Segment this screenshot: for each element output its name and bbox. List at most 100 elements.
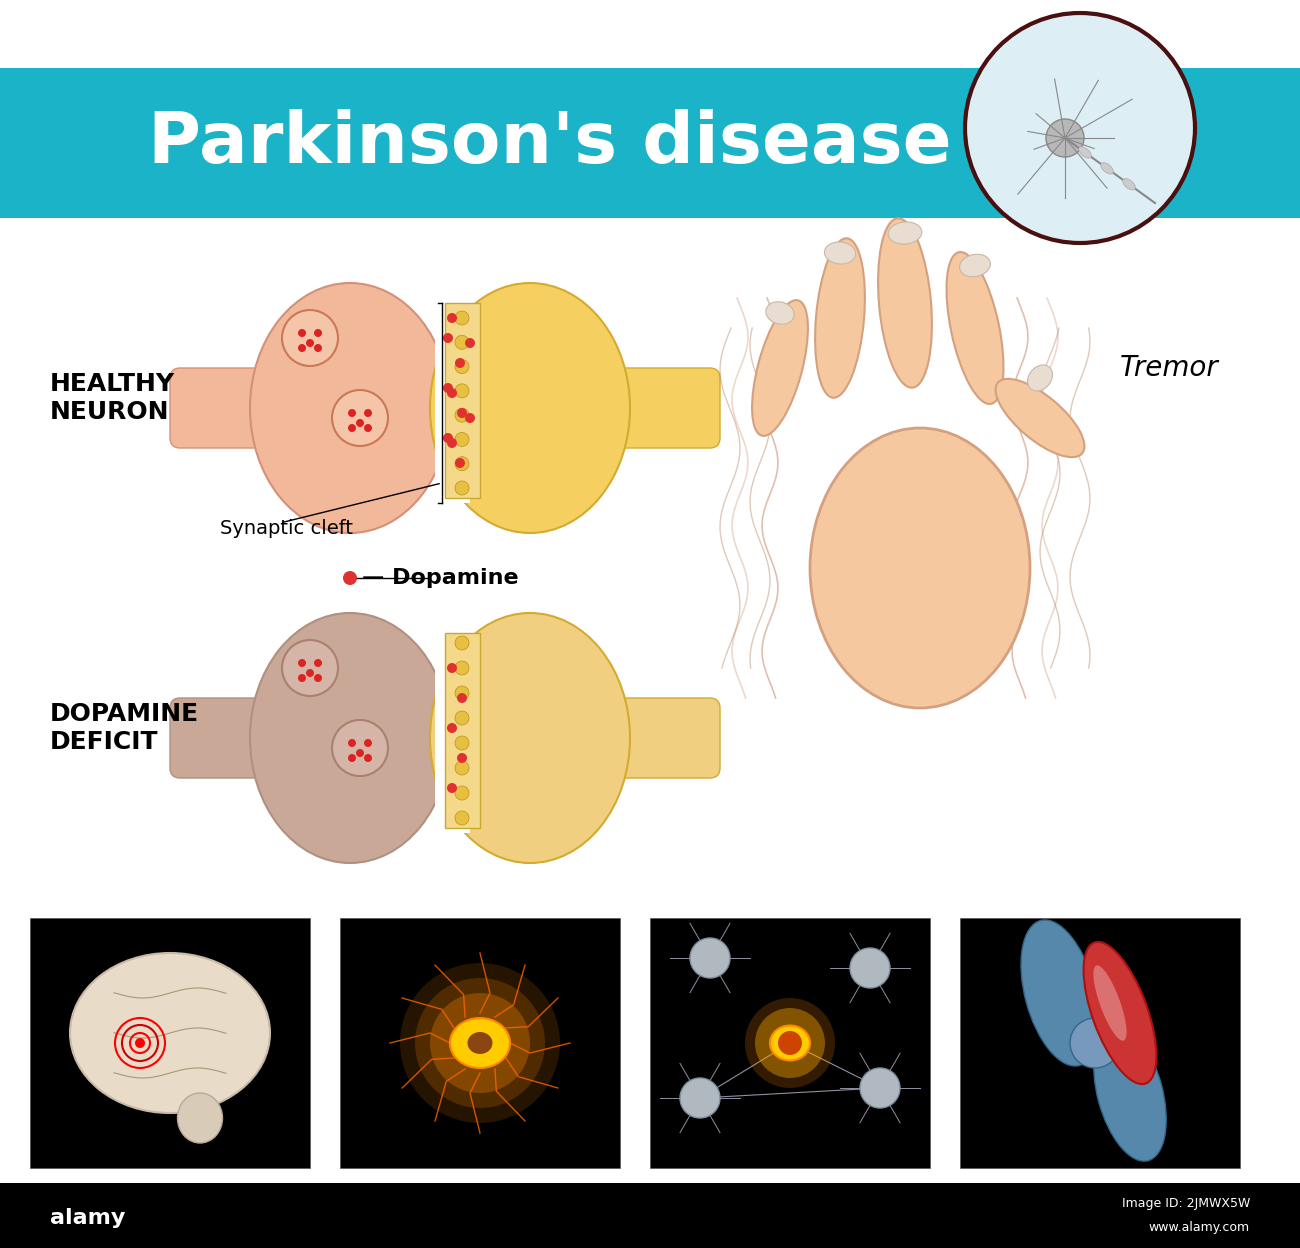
Circle shape xyxy=(447,388,458,398)
Circle shape xyxy=(455,408,469,422)
Circle shape xyxy=(455,384,469,398)
Ellipse shape xyxy=(766,302,794,324)
Circle shape xyxy=(306,339,315,347)
Circle shape xyxy=(455,336,469,349)
Circle shape xyxy=(348,409,356,417)
Text: Brain cell death: Brain cell death xyxy=(714,1183,867,1202)
Circle shape xyxy=(364,754,372,763)
Ellipse shape xyxy=(178,1093,222,1143)
Ellipse shape xyxy=(824,242,855,265)
Circle shape xyxy=(690,938,731,978)
Circle shape xyxy=(343,572,358,585)
Circle shape xyxy=(298,659,305,666)
Circle shape xyxy=(364,739,372,748)
Ellipse shape xyxy=(1093,1025,1166,1161)
Circle shape xyxy=(745,998,835,1088)
Text: Tremor: Tremor xyxy=(1121,354,1219,382)
Ellipse shape xyxy=(430,613,630,864)
FancyBboxPatch shape xyxy=(436,633,471,832)
Circle shape xyxy=(777,1031,802,1055)
Ellipse shape xyxy=(1020,920,1098,1066)
Circle shape xyxy=(430,993,530,1093)
Circle shape xyxy=(455,358,465,368)
Ellipse shape xyxy=(250,613,450,864)
Circle shape xyxy=(458,753,467,763)
Text: — Dopamine: — Dopamine xyxy=(361,568,519,588)
Text: Lewy body: Lewy body xyxy=(428,1183,532,1202)
Ellipse shape xyxy=(1123,178,1135,190)
FancyBboxPatch shape xyxy=(445,303,480,498)
Text: Synaptic cleft: Synaptic cleft xyxy=(220,518,354,538)
Ellipse shape xyxy=(878,218,932,388)
Ellipse shape xyxy=(450,1018,510,1068)
FancyBboxPatch shape xyxy=(0,1183,1300,1248)
Text: Parkinson's disease: Parkinson's disease xyxy=(148,109,952,177)
Circle shape xyxy=(298,674,305,681)
Circle shape xyxy=(447,313,458,323)
Circle shape xyxy=(455,457,469,470)
FancyBboxPatch shape xyxy=(170,368,290,448)
Circle shape xyxy=(364,424,372,432)
Ellipse shape xyxy=(1101,162,1113,173)
Ellipse shape xyxy=(959,255,991,277)
Circle shape xyxy=(455,686,469,700)
Circle shape xyxy=(447,782,458,792)
Text: HEALTHY
NEURON: HEALTHY NEURON xyxy=(49,372,176,424)
FancyBboxPatch shape xyxy=(0,67,1300,218)
Circle shape xyxy=(965,12,1195,243)
Circle shape xyxy=(348,754,356,763)
Ellipse shape xyxy=(753,301,807,436)
Circle shape xyxy=(680,1078,720,1118)
Circle shape xyxy=(443,333,452,343)
Circle shape xyxy=(455,661,469,675)
Circle shape xyxy=(755,1008,826,1078)
Ellipse shape xyxy=(815,238,865,398)
Ellipse shape xyxy=(1079,147,1091,158)
Circle shape xyxy=(356,419,364,427)
Text: Substantia nigra: Substantia nigra xyxy=(90,1183,250,1202)
FancyBboxPatch shape xyxy=(170,698,290,778)
Circle shape xyxy=(315,344,322,352)
Circle shape xyxy=(861,1068,900,1108)
Circle shape xyxy=(400,963,560,1123)
Circle shape xyxy=(364,409,372,417)
Ellipse shape xyxy=(1070,1018,1121,1068)
Circle shape xyxy=(298,344,305,352)
Circle shape xyxy=(455,311,469,324)
Circle shape xyxy=(850,948,891,988)
Circle shape xyxy=(348,424,356,432)
Circle shape xyxy=(458,408,467,418)
FancyBboxPatch shape xyxy=(30,919,309,1168)
Ellipse shape xyxy=(1093,965,1127,1041)
Ellipse shape xyxy=(430,283,630,533)
Circle shape xyxy=(465,413,474,423)
FancyBboxPatch shape xyxy=(436,303,471,503)
Text: Muscle rigidity: Muscle rigidity xyxy=(1028,1183,1171,1202)
Circle shape xyxy=(332,720,387,776)
Circle shape xyxy=(282,640,338,696)
Circle shape xyxy=(447,723,458,733)
Ellipse shape xyxy=(810,428,1030,708)
Ellipse shape xyxy=(946,252,1004,404)
Ellipse shape xyxy=(1027,364,1053,391)
Circle shape xyxy=(315,659,322,666)
FancyBboxPatch shape xyxy=(650,919,930,1168)
Circle shape xyxy=(348,739,356,748)
Circle shape xyxy=(447,438,458,448)
FancyBboxPatch shape xyxy=(959,919,1240,1168)
Circle shape xyxy=(465,338,474,348)
Circle shape xyxy=(455,761,469,775)
FancyBboxPatch shape xyxy=(445,633,480,827)
Circle shape xyxy=(455,736,469,750)
Circle shape xyxy=(443,433,452,443)
Circle shape xyxy=(332,389,387,446)
Ellipse shape xyxy=(1084,942,1157,1085)
Circle shape xyxy=(282,310,338,366)
Text: DOPAMINE
DEFICIT: DOPAMINE DEFICIT xyxy=(49,703,199,754)
Circle shape xyxy=(455,636,469,650)
Ellipse shape xyxy=(1046,119,1084,157)
Circle shape xyxy=(455,711,469,725)
Circle shape xyxy=(298,329,305,337)
Circle shape xyxy=(356,749,364,758)
Circle shape xyxy=(455,359,469,373)
